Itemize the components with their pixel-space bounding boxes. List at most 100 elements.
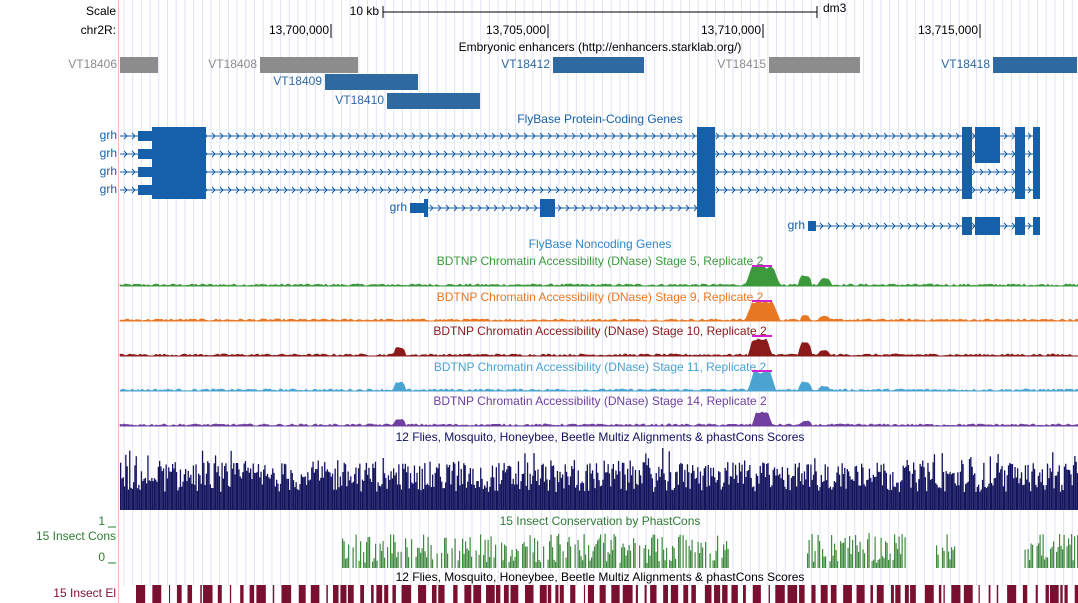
- multiz-bar: [750, 477, 752, 510]
- multiz-bar: [630, 475, 633, 510]
- multiz-bar: [1032, 463, 1034, 510]
- multiz-bar: [420, 490, 422, 510]
- multiz-bar: [1062, 490, 1064, 510]
- multiz-bar: [426, 483, 429, 510]
- strand-arrow: [955, 186, 960, 194]
- cons-bar: [661, 537, 663, 568]
- cons-bar: [556, 536, 558, 568]
- multiz-bar: [537, 469, 539, 510]
- strand-arrow: [603, 168, 608, 176]
- strand-arrow: [787, 168, 792, 176]
- cons-bar: [717, 535, 719, 568]
- multiz-bar: [793, 475, 795, 510]
- strand-arrow: [667, 186, 672, 194]
- strand-arrow: [723, 168, 728, 176]
- multiz-bar: [1059, 491, 1062, 510]
- multiz-bar: [1044, 489, 1046, 510]
- multiz-bar: [234, 474, 236, 510]
- strand-arrow: [947, 222, 952, 230]
- multiz-bar: [400, 489, 403, 510]
- multiz-bar: [136, 488, 139, 510]
- multiz-bar: [281, 463, 283, 510]
- multiz-bar: [393, 468, 395, 510]
- cons-bar: [540, 561, 542, 568]
- multiz-bar: [848, 471, 850, 510]
- multiz-bar: [383, 473, 386, 510]
- multiz-bar: [915, 482, 917, 510]
- strand-arrow: [267, 150, 272, 158]
- multiz-bar: [932, 462, 934, 510]
- strand-arrow: [315, 186, 320, 194]
- multiz-bar: [627, 468, 629, 510]
- cons-bar: [613, 534, 615, 568]
- multiz-bar: [718, 471, 720, 510]
- cons-bar: [352, 547, 354, 568]
- cons-bar: [625, 555, 627, 568]
- strand-arrow: [947, 150, 952, 158]
- multiz-bar: [334, 468, 336, 510]
- cons-bar: [420, 552, 422, 568]
- multiz-bar: [233, 463, 235, 510]
- cons-bar: [382, 540, 384, 568]
- multiz-bar: [871, 481, 873, 510]
- cons-bar: [811, 534, 813, 568]
- multiz-bar: [740, 471, 742, 510]
- strand-arrow: [683, 186, 688, 194]
- multiz-bar: [768, 474, 770, 510]
- strand-arrow: [411, 150, 416, 158]
- element-block: [332, 585, 339, 603]
- strand-arrow: [387, 132, 392, 140]
- cons-bar: [831, 535, 833, 568]
- multiz-bar: [582, 483, 585, 510]
- cons-bar: [508, 561, 510, 568]
- cons-bar: [630, 550, 632, 568]
- multiz-bar: [751, 487, 754, 510]
- cons-bar: [951, 547, 953, 568]
- multiz-bar: [322, 477, 325, 510]
- element-block: [978, 585, 980, 603]
- strand-arrow: [523, 186, 528, 194]
- multiz-bar: [569, 476, 572, 510]
- multiz-bar: [454, 463, 456, 510]
- cons-bar: [595, 543, 597, 568]
- cons-bar: [591, 557, 593, 568]
- multiz-bar: [937, 487, 939, 510]
- strand-arrow: [507, 186, 512, 194]
- multiz-bar: [611, 468, 613, 510]
- multiz-bar: [283, 463, 286, 510]
- multiz-bar: [146, 483, 148, 510]
- element-block: [240, 585, 244, 603]
- strand-arrow: [723, 186, 728, 194]
- strand-arrow: [131, 186, 136, 194]
- strand-arrow: [299, 132, 304, 140]
- cons-bar: [495, 544, 497, 568]
- cons-bar: [375, 543, 377, 568]
- multiz-bar: [409, 473, 412, 510]
- multiz-bar: [143, 478, 145, 510]
- multiz-bar: [140, 471, 143, 510]
- multiz-bar: [363, 480, 365, 510]
- element-block: [895, 585, 901, 603]
- strand-arrow: [565, 204, 570, 212]
- strand-arrow: [291, 186, 296, 194]
- cons-bar: [421, 548, 423, 568]
- strand-arrow: [747, 132, 752, 140]
- multiz-bar: [571, 466, 573, 510]
- cons-bar: [627, 550, 629, 568]
- cons-bar: [384, 557, 386, 568]
- multiz-bar: [406, 472, 408, 510]
- multiz-bar: [272, 468, 274, 510]
- multiz-bar: [593, 478, 595, 510]
- multiz-bar: [337, 460, 339, 510]
- multiz-bar: [1024, 465, 1027, 510]
- multiz-bar: [601, 485, 603, 510]
- position-label: 13,710,000: [701, 23, 761, 37]
- strand-arrow: [955, 168, 960, 176]
- multiz-bar: [367, 474, 369, 510]
- strand-arrow: [531, 168, 536, 176]
- dnase-signal: [119, 370, 1078, 392]
- cons-bar: [691, 539, 693, 568]
- multiz-bar: [807, 464, 809, 510]
- cons-bar: [621, 547, 623, 568]
- exon: [138, 185, 152, 195]
